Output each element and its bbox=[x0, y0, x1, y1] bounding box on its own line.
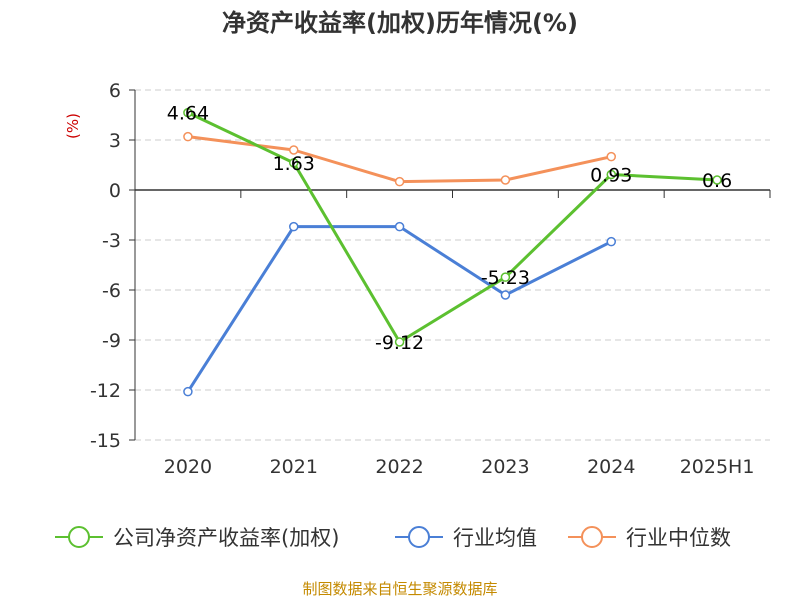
y-tick-label: -12 bbox=[90, 380, 121, 402]
data-point bbox=[289, 221, 299, 232]
y-tick-label: -6 bbox=[102, 280, 121, 302]
series-layer bbox=[183, 107, 722, 397]
y-tick-label: 0 bbox=[109, 180, 121, 202]
x-tick-label: 2023 bbox=[481, 456, 529, 478]
series-line bbox=[187, 111, 718, 344]
legend-item-label: 行业中位数 bbox=[626, 526, 731, 550]
x-tick-label: 2022 bbox=[375, 456, 423, 478]
legend-item-label: 行业均值 bbox=[453, 526, 537, 550]
x-tick-label: 2020 bbox=[164, 456, 212, 478]
data-label: -9.12 bbox=[375, 332, 424, 354]
data-label: 0.6 bbox=[702, 170, 732, 192]
grid-lines bbox=[135, 89, 770, 441]
legend-item-label: 公司净资产收益率(加权) bbox=[113, 526, 339, 550]
legend-marker bbox=[581, 526, 603, 548]
legend-marker bbox=[68, 526, 90, 548]
x-tick-label: 2025H1 bbox=[680, 456, 755, 478]
data-labels: 4.64 1.63 -9.12 -5.23 0.93 0.6 bbox=[167, 103, 732, 354]
data-point bbox=[394, 221, 405, 232]
data-point bbox=[606, 151, 616, 162]
data-point bbox=[500, 272, 511, 282]
data-point bbox=[394, 337, 405, 347]
series-line bbox=[186, 225, 612, 393]
data-point bbox=[606, 236, 616, 247]
data-label: 4.64 bbox=[167, 103, 209, 125]
data-label: 0.93 bbox=[590, 165, 632, 187]
x-tick-label: 2021 bbox=[270, 456, 318, 478]
data-point bbox=[500, 175, 511, 185]
data-point bbox=[394, 176, 405, 187]
data-label: 1.63 bbox=[273, 153, 315, 175]
data-point bbox=[606, 169, 616, 180]
legend: 公司净资产收益率(加权) 行业均值 行业中位数 bbox=[55, 526, 731, 550]
data-point bbox=[183, 386, 193, 397]
data-point bbox=[183, 107, 193, 118]
source-note: 制图数据来自恒生聚源数据库 bbox=[302, 580, 497, 598]
data-point bbox=[289, 158, 299, 168]
x-tick-label: 2024 bbox=[587, 456, 635, 478]
y-tick-label: 3 bbox=[109, 130, 121, 152]
data-label: -5.23 bbox=[481, 267, 530, 289]
data-point bbox=[183, 131, 193, 142]
y-tick-label: -3 bbox=[102, 230, 121, 252]
chart-title: 净资产收益率(加权)历年情况(%) bbox=[222, 9, 578, 37]
y-tick-label: -9 bbox=[102, 330, 121, 352]
data-point bbox=[500, 290, 511, 300]
data-point bbox=[712, 175, 722, 185]
data-point bbox=[289, 145, 299, 155]
legend-marker bbox=[408, 526, 430, 548]
y-tick-label: 6 bbox=[109, 80, 121, 102]
y-axis-label: (%) bbox=[64, 113, 82, 139]
y-tick-label: -15 bbox=[90, 430, 121, 452]
axes: 6 3 0 -3 -6 -9 -12 -15 2020 2021 2022 2023 2024 2025H… bbox=[90, 80, 771, 478]
